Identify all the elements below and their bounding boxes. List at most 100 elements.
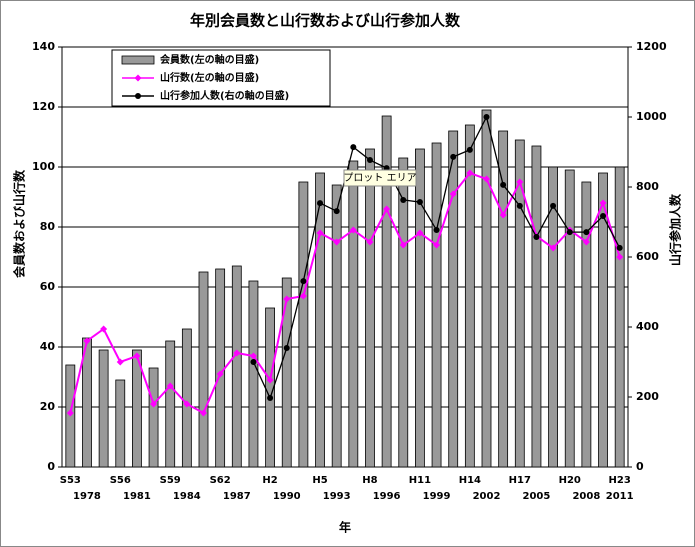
bar: [398, 157, 409, 468]
point: [616, 244, 623, 251]
bar: [581, 181, 592, 468]
x-tick-label-year: 2005: [523, 491, 551, 502]
x-tick-label-year: 1993: [323, 491, 351, 502]
bar: [498, 130, 509, 468]
point: [333, 208, 340, 215]
y2-tick-label: 0: [636, 460, 644, 473]
point: [516, 202, 523, 209]
x-tick-label: H11: [409, 475, 431, 486]
x-tick-label-year: 1990: [273, 491, 301, 502]
x-tick-label-year: 2011: [606, 491, 634, 502]
point: [499, 211, 507, 219]
x-tick-label-year: 1984: [173, 491, 201, 502]
bar: [448, 130, 459, 468]
point: [582, 238, 590, 246]
point: [317, 200, 324, 207]
y2-tick-label: 1000: [636, 110, 667, 123]
point: [416, 229, 424, 237]
legend-marker: [135, 93, 141, 99]
bar: [198, 271, 209, 468]
y-axis-label: 会員数および山行数: [12, 169, 27, 278]
bar: [331, 184, 342, 468]
point: [83, 337, 91, 345]
point: [416, 199, 423, 206]
y2-tick-label: 800: [636, 180, 659, 193]
point: [300, 278, 307, 285]
point: [483, 114, 490, 120]
point: [383, 205, 391, 213]
y-tick-label: 100: [32, 160, 55, 173]
bar: [281, 277, 292, 468]
bar: [531, 145, 542, 468]
tooltip-text: プロット エリア: [343, 172, 416, 184]
point: [100, 325, 108, 333]
bar: [148, 367, 159, 468]
y-tick-label: 140: [32, 40, 55, 53]
bar: [165, 340, 176, 468]
x-axis-label: 年: [339, 520, 351, 535]
point: [267, 395, 274, 402]
y-tick-label: 80: [40, 220, 56, 233]
x-tick-label: H14: [459, 475, 481, 486]
bar: [348, 160, 359, 468]
point: [133, 352, 141, 360]
x-tick-label-year: 2002: [473, 491, 501, 502]
point: [600, 213, 607, 220]
point: [366, 157, 373, 164]
bar: [481, 109, 492, 468]
point: [349, 226, 357, 234]
legend-label: 山行数(左の軸の目盛): [160, 71, 259, 84]
bar: [381, 115, 392, 468]
x-tick-label-year: 1981: [123, 491, 151, 502]
point: [399, 241, 407, 249]
point: [599, 199, 607, 207]
point: [616, 253, 624, 261]
point: [166, 382, 174, 390]
bar: [431, 142, 442, 468]
bar: [365, 148, 375, 468]
y-tick-label: 20: [40, 400, 56, 413]
legend-marker: [134, 74, 142, 82]
tooltip-box: [343, 169, 417, 187]
bar: [181, 328, 192, 468]
point: [283, 345, 290, 351]
point: [433, 241, 441, 249]
series-line: [69, 171, 621, 415]
bar: [415, 148, 425, 468]
y2-tick-label: 400: [636, 320, 659, 333]
point: [366, 238, 374, 246]
x-tick-label-year: 1978: [73, 491, 101, 502]
point: [200, 409, 207, 417]
point: [566, 229, 573, 236]
x-tick-label: S56: [110, 475, 131, 486]
point: [249, 352, 257, 360]
x-tick-label: H23: [609, 475, 631, 486]
point: [150, 400, 158, 408]
x-tick-label: S53: [60, 475, 81, 486]
bar: [298, 181, 309, 468]
y-tick-label: 0: [47, 460, 55, 473]
point: [533, 234, 540, 241]
point: [400, 196, 407, 203]
point: [516, 178, 524, 186]
point: [183, 400, 191, 408]
point: [216, 370, 224, 378]
point: [266, 376, 274, 384]
bar: [315, 172, 325, 468]
point: [333, 238, 341, 246]
legend-label: 山行参加人数(右の軸の目盛): [160, 89, 289, 102]
point: [549, 244, 557, 252]
x-tick-label-year: 1996: [373, 491, 401, 502]
point: [316, 229, 324, 237]
point: [116, 358, 124, 366]
y2-tick-label: 1200: [636, 40, 667, 53]
bar: [115, 379, 126, 468]
x-tick-label: H8: [362, 475, 377, 486]
bar: [231, 265, 242, 468]
bar: [248, 280, 259, 468]
bar: [514, 139, 525, 468]
x-tick-label: S59: [160, 475, 181, 486]
point: [450, 153, 457, 160]
point: [283, 295, 291, 303]
point: [250, 359, 257, 365]
